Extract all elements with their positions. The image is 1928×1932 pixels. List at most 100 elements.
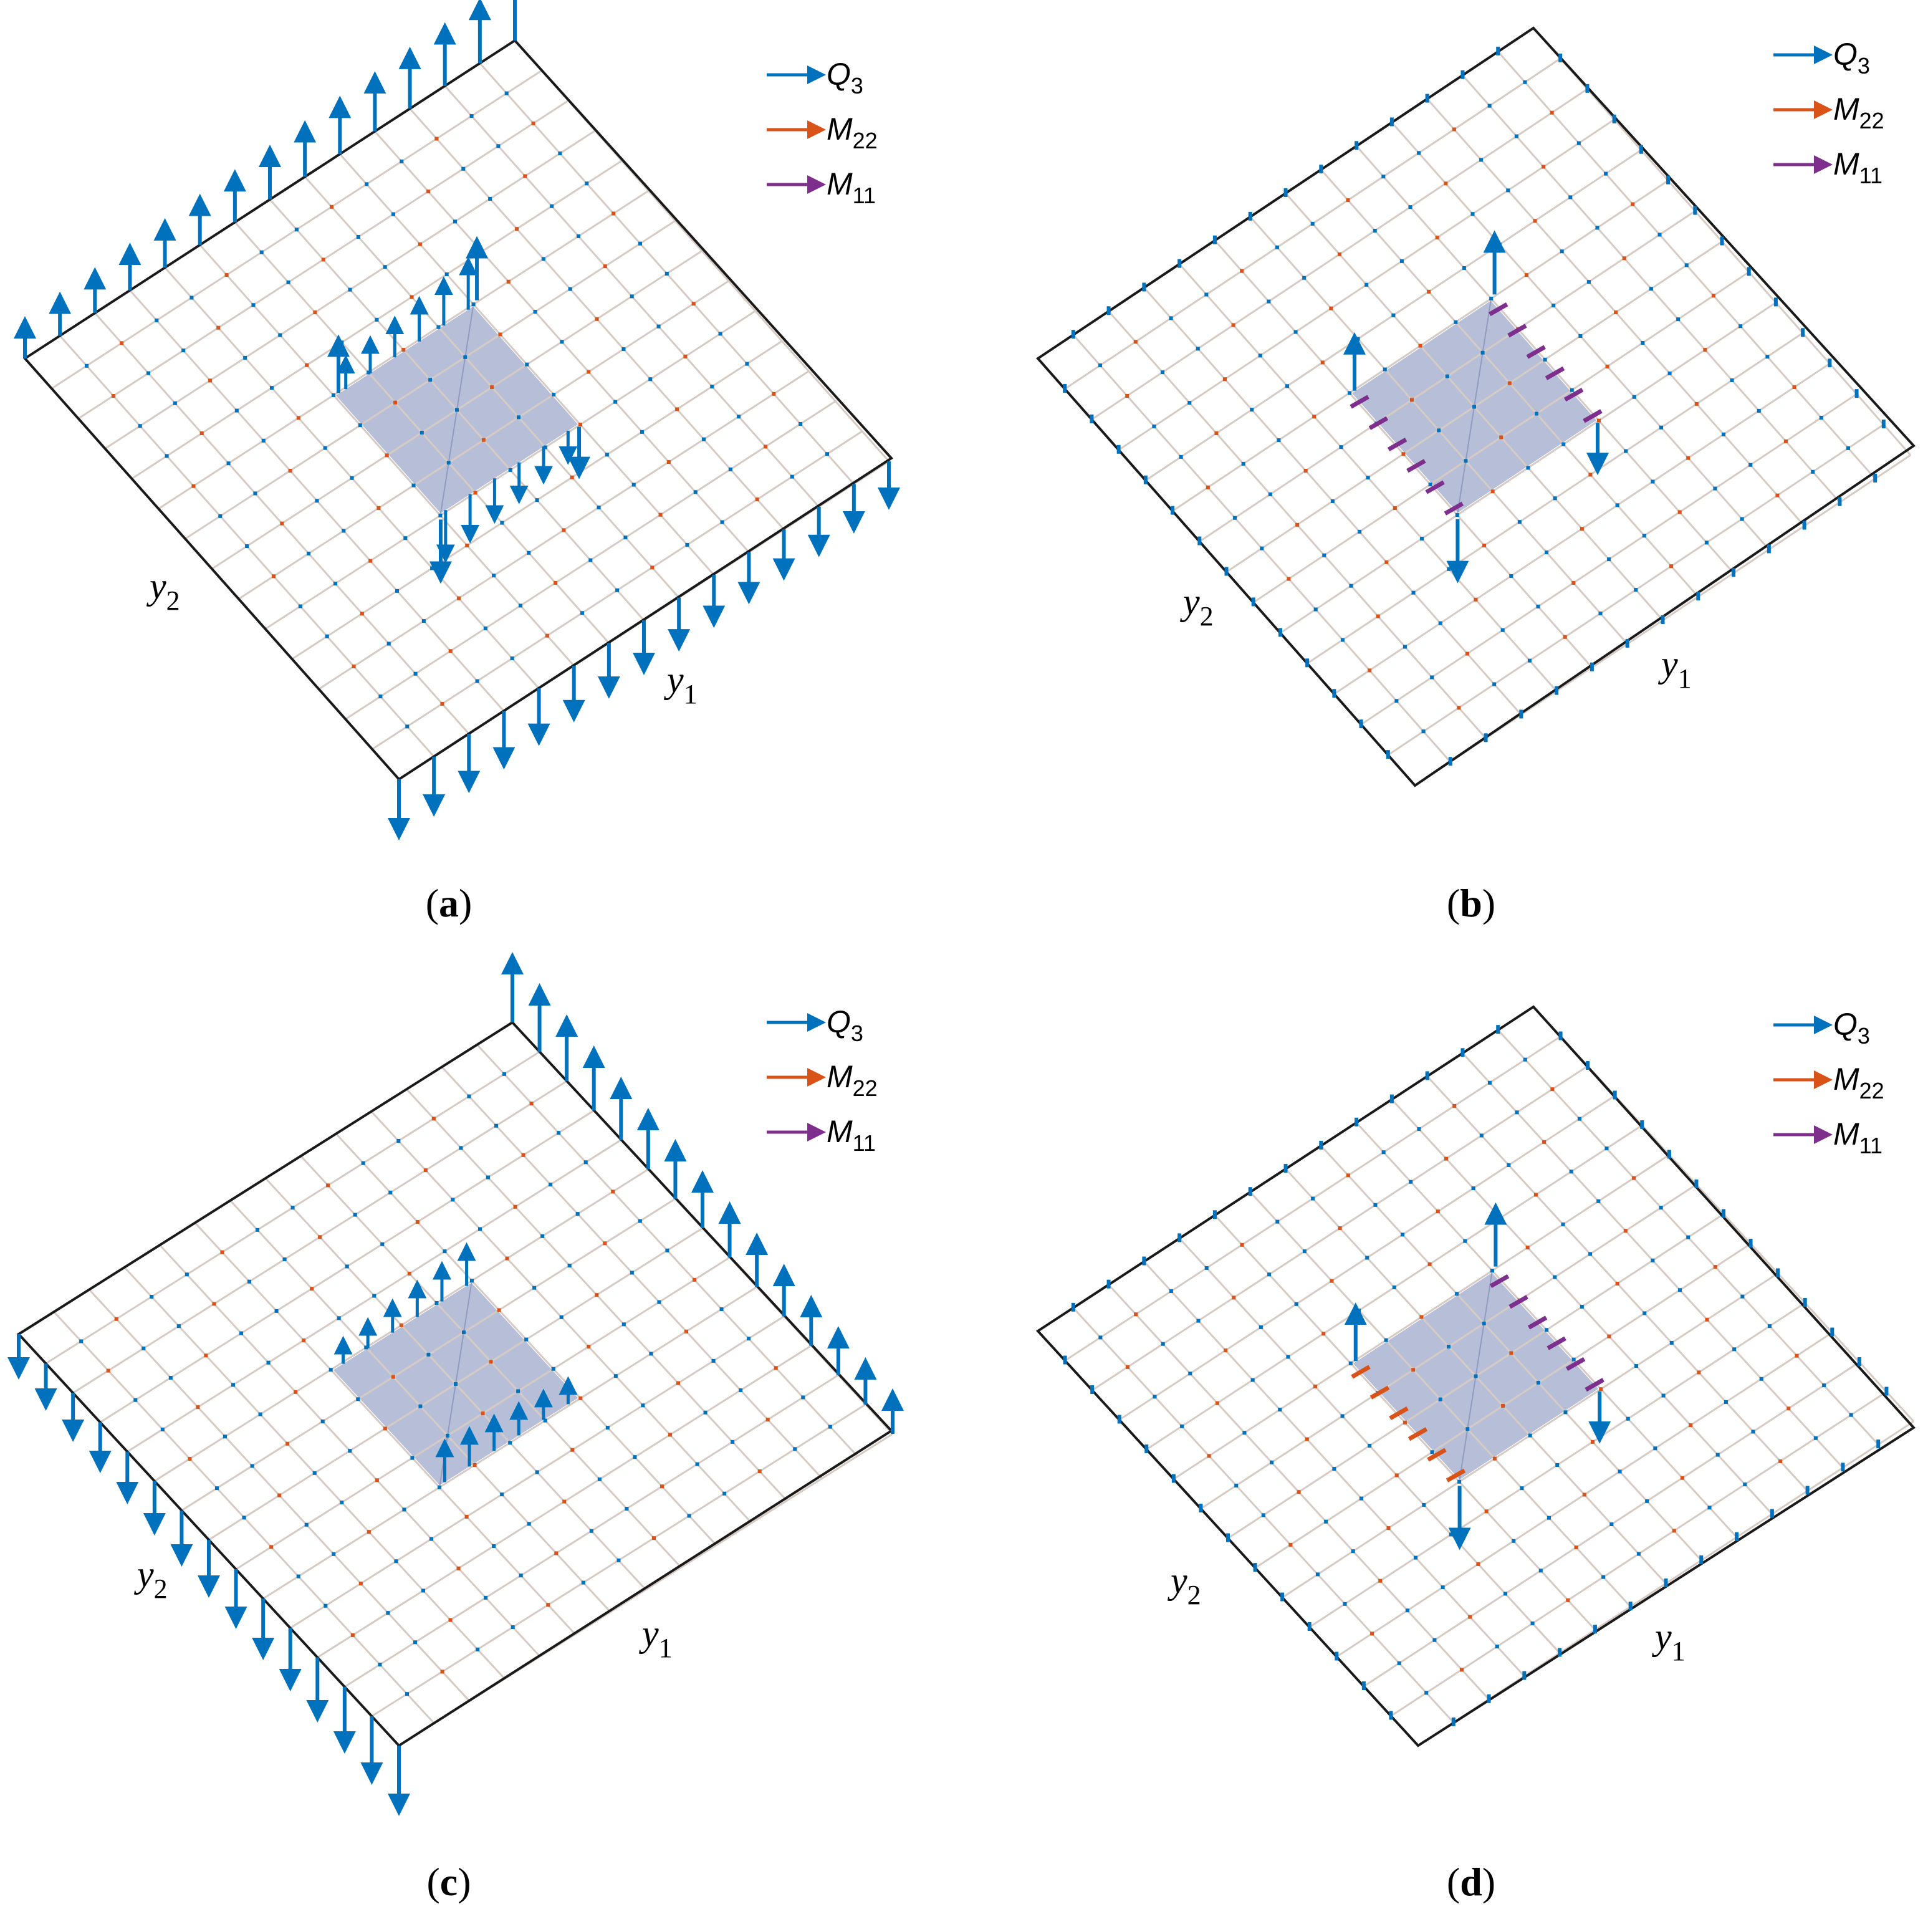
legend-label-q3: Q3 (827, 1004, 863, 1046)
node-marker (1445, 374, 1449, 378)
node-marker (1452, 1103, 1457, 1108)
edge-marker (1694, 1180, 1699, 1188)
node-marker (1631, 202, 1635, 206)
node-marker (1368, 668, 1372, 673)
node-marker (304, 1522, 309, 1527)
node-marker (431, 1117, 436, 1121)
edge-marker (1142, 1256, 1146, 1266)
node-marker (1260, 546, 1264, 550)
node-marker (479, 249, 484, 254)
node-marker (429, 1537, 433, 1541)
node-marker (1399, 259, 1404, 263)
panel-caption: (d) (1447, 1860, 1495, 1904)
node-marker (1381, 175, 1386, 179)
node-marker (1599, 1387, 1603, 1391)
edge-marker (1667, 1150, 1671, 1159)
node-marker (426, 190, 431, 194)
node-marker (657, 1300, 661, 1304)
node-marker (340, 1501, 344, 1504)
node-marker (391, 1375, 395, 1379)
edge-marker (1767, 544, 1771, 554)
node-marker (85, 363, 89, 368)
node-marker (1571, 1357, 1576, 1362)
node-marker (481, 438, 486, 442)
node-marker (1517, 520, 1522, 524)
node-marker (1480, 350, 1485, 355)
node-marker (1560, 249, 1564, 254)
node-marker (226, 461, 231, 466)
node-marker (1444, 181, 1448, 186)
node-marker (1482, 544, 1487, 547)
node-marker (220, 1250, 224, 1254)
node-marker (411, 483, 416, 488)
node-marker (757, 1469, 762, 1473)
node-marker (1370, 1632, 1374, 1636)
node-marker (418, 242, 422, 246)
node-marker (611, 211, 616, 216)
edge-marker (1253, 1563, 1257, 1572)
node-marker (1446, 1345, 1451, 1348)
node-marker (395, 589, 399, 593)
edge-marker (1425, 1071, 1429, 1080)
moment-mark (1446, 1468, 1466, 1483)
node-marker (446, 1433, 449, 1438)
edge-marker (1735, 1532, 1739, 1541)
edge-marker (1884, 1387, 1889, 1396)
node-marker (1634, 588, 1638, 592)
node-marker (570, 1448, 575, 1452)
caption-paren: ) (1482, 881, 1495, 925)
node-marker (502, 1072, 506, 1076)
node-marker (1231, 323, 1235, 327)
node-marker (1432, 1638, 1437, 1642)
node-marker (239, 1331, 243, 1335)
axis-subscript: 2 (1200, 601, 1214, 632)
node-marker (764, 445, 767, 449)
legend-subscript: 11 (1859, 163, 1882, 188)
node-marker (358, 1582, 363, 1585)
node-marker (1697, 1370, 1701, 1375)
node-marker (1188, 1372, 1192, 1376)
node-marker (176, 1324, 181, 1329)
panel-b: Q3 M22 M11 y2 y1 (b) (1035, 26, 1916, 925)
node-marker (251, 303, 256, 307)
node-marker (266, 1360, 271, 1365)
panel-a: Q3 M22 M11 y2 y1 (a) (14, 0, 900, 925)
node-marker (1597, 418, 1601, 423)
node-marker (1293, 330, 1298, 334)
node-marker (611, 1189, 615, 1194)
node-marker (1288, 1542, 1293, 1547)
node-marker (595, 317, 599, 321)
edge-marker (1226, 1533, 1230, 1542)
node-marker (1811, 469, 1815, 474)
node-marker (364, 1345, 368, 1350)
caption-paren: ( (1447, 881, 1460, 925)
node-marker (1601, 1575, 1606, 1579)
node-marker (368, 559, 373, 563)
node-marker (603, 264, 607, 269)
node-marker (438, 513, 443, 517)
edge-marker (1460, 1048, 1465, 1057)
node-marker (1479, 158, 1484, 162)
node-marker (296, 1574, 300, 1579)
node-marker (1196, 1319, 1201, 1323)
edge-marker (1722, 1209, 1725, 1218)
edge-marker (1283, 188, 1288, 197)
node-marker (1346, 1173, 1350, 1178)
node-marker (1357, 1309, 1361, 1313)
node-marker (631, 483, 636, 487)
node-marker (739, 1388, 743, 1392)
node-marker (1623, 1229, 1628, 1233)
node-marker (1366, 476, 1370, 480)
node-marker (1285, 384, 1289, 388)
node-marker (1555, 1463, 1560, 1467)
node-marker (1570, 388, 1574, 392)
node-marker (418, 1404, 423, 1408)
node-marker (1703, 348, 1707, 352)
node-marker (1490, 489, 1495, 494)
node-marker (1302, 276, 1307, 280)
node-marker (527, 550, 531, 555)
edge-marker (1732, 568, 1736, 577)
node-marker (1320, 360, 1325, 365)
node-marker (290, 1206, 295, 1210)
node-marker (737, 415, 741, 419)
